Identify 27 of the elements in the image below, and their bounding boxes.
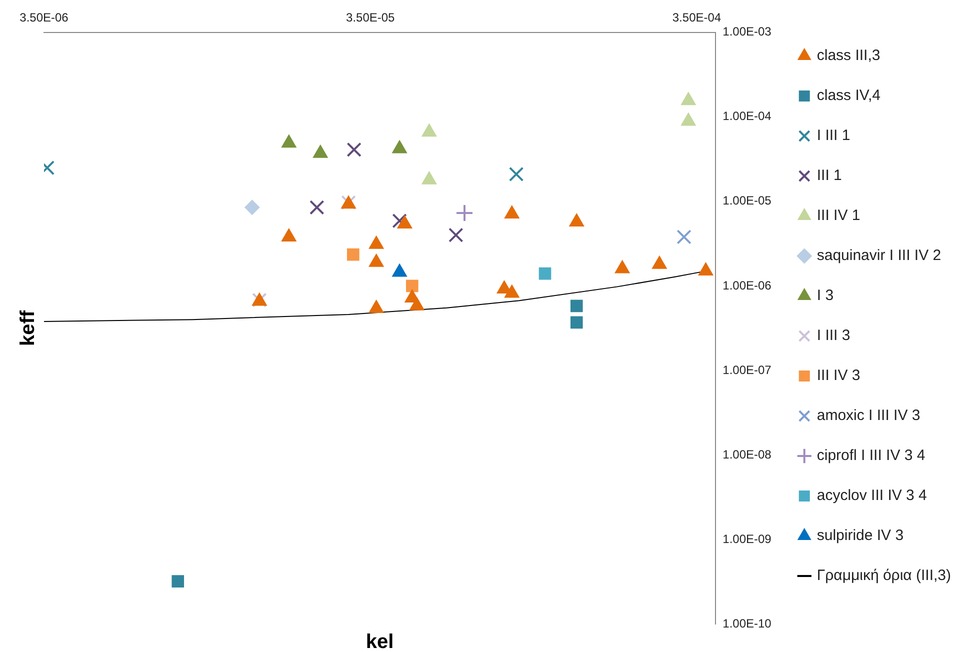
- x-tick-label: 3.50E-05: [346, 10, 396, 25]
- legend-label: class III,3: [816, 47, 880, 64]
- x-tick-label: 3.50E-06: [20, 10, 69, 25]
- legend-label: I III 1: [816, 127, 850, 144]
- y-axis-title: keff: [17, 310, 39, 346]
- legend-label: III IV 3: [816, 367, 860, 384]
- legend-label: acyclov III IV 3 4: [816, 487, 927, 504]
- y-tick-label: 1.00E-03: [722, 24, 772, 39]
- y-tick-label: 1.00E-10: [722, 616, 772, 630]
- x-tick-label: 3.50E-04: [672, 10, 722, 25]
- legend-label: I III 3: [816, 327, 850, 344]
- legend-label: ciprofl I III IV 3 4: [816, 447, 926, 464]
- legend-label: III 1: [816, 167, 842, 184]
- y-tick-label: 1.00E-09: [722, 532, 772, 546]
- legend-label: III IV 1: [816, 207, 860, 224]
- y-tick-label: 1.00E-05: [722, 194, 772, 208]
- legend-label: saquinavir I III IV 2: [816, 247, 942, 264]
- legend-label: amoxic I III IV 3: [816, 407, 920, 424]
- x-axis-title: kel: [366, 631, 394, 652]
- legend-label: class IV,4: [816, 87, 881, 104]
- y-tick-label: 1.00E-08: [722, 447, 772, 462]
- legend-label: sulpiride IV 3: [816, 527, 904, 544]
- y-tick-label: 1.00E-04: [722, 109, 772, 124]
- legend-label: Γραμμική όρια (III,3): [816, 567, 952, 584]
- y-tick-label: 1.00E-06: [722, 278, 772, 292]
- y-tick-label: 1.00E-07: [722, 362, 772, 377]
- legend-label: I 3: [816, 287, 834, 304]
